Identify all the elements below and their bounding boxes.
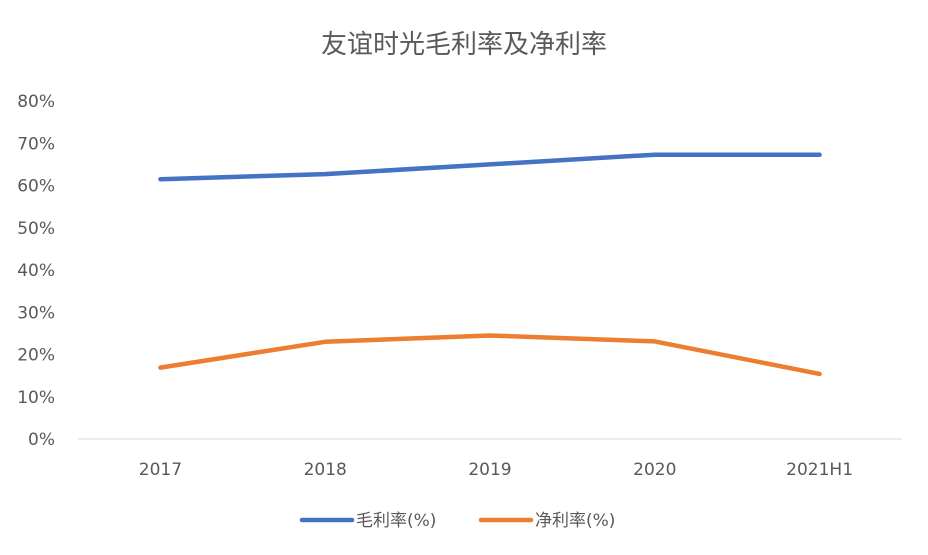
legend-label-2: 净利率(%): [535, 511, 615, 531]
y-tick-label: 40%: [17, 261, 55, 281]
x-tick-label: 2021H1: [786, 460, 853, 480]
y-tick-label: 80%: [17, 92, 55, 112]
legend-label-1: 毛利率(%): [356, 511, 436, 531]
x-tick-label: 2017: [139, 460, 182, 480]
y-tick-label: 70%: [17, 134, 55, 154]
x-tick-label: 2019: [468, 460, 511, 480]
x-tick-label: 2018: [304, 460, 347, 480]
y-tick-label: 50%: [17, 219, 55, 239]
y-tick-label: 60%: [17, 177, 55, 197]
y-tick-label: 30%: [17, 303, 55, 323]
y-tick-label: 10%: [17, 388, 55, 408]
series-line-2: [158, 333, 822, 377]
x-tick-label: 2020: [633, 460, 676, 480]
y-tick-label: 0%: [28, 430, 55, 450]
chart-title: 友谊时光毛利率及净利率: [320, 30, 607, 60]
y-tick-label: 20%: [17, 346, 55, 366]
series-line-1: [158, 152, 822, 182]
